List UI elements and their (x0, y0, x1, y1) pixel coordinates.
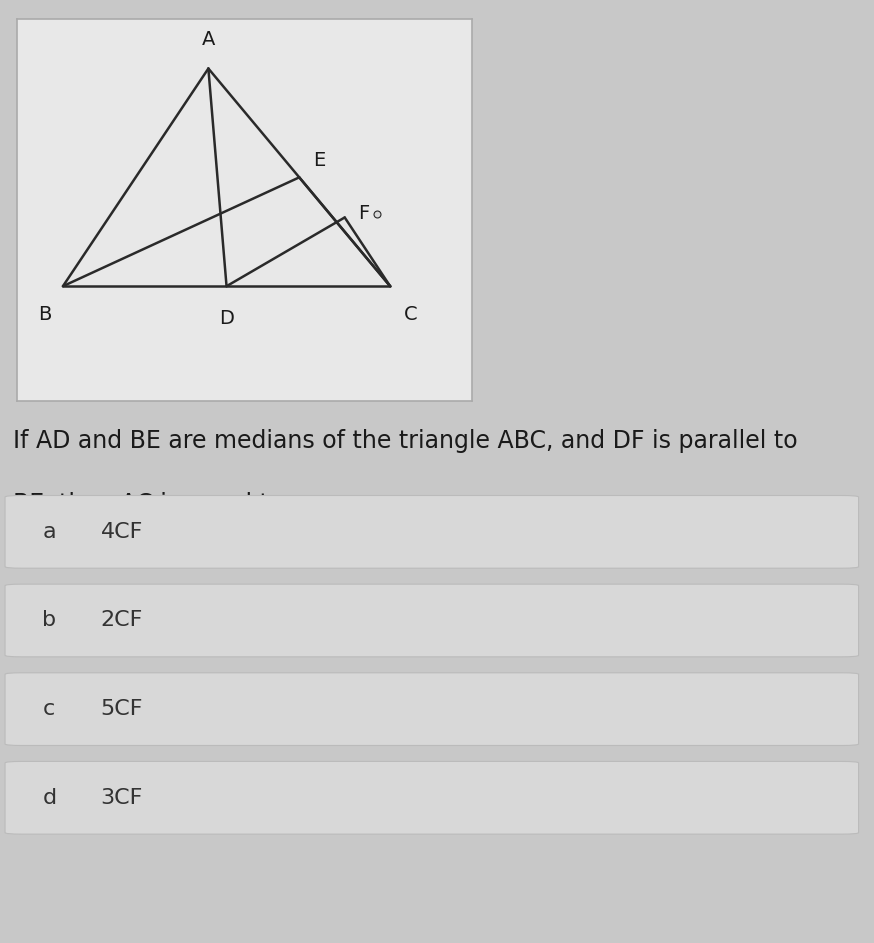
Text: c: c (42, 699, 55, 720)
Text: If AD and BE are medians of the triangle ABC, and DF is parallel to: If AD and BE are medians of the triangle… (13, 429, 798, 453)
Text: F: F (358, 204, 370, 223)
Text: b: b (42, 610, 57, 631)
Text: 3CF: 3CF (101, 787, 142, 808)
Text: E: E (313, 151, 325, 170)
FancyBboxPatch shape (5, 672, 858, 746)
FancyBboxPatch shape (5, 495, 858, 569)
Text: d: d (42, 787, 57, 808)
Text: 4CF: 4CF (101, 521, 142, 542)
Text: 2CF: 2CF (101, 610, 142, 631)
Text: B: B (38, 306, 52, 324)
Text: D: D (219, 309, 234, 328)
Text: a: a (42, 521, 56, 542)
Text: C: C (404, 306, 418, 324)
Text: 5CF: 5CF (101, 699, 143, 720)
Text: A: A (202, 30, 215, 49)
FancyBboxPatch shape (5, 761, 858, 835)
Text: BE, then AC is equal to:: BE, then AC is equal to: (13, 492, 291, 517)
FancyBboxPatch shape (5, 584, 858, 657)
